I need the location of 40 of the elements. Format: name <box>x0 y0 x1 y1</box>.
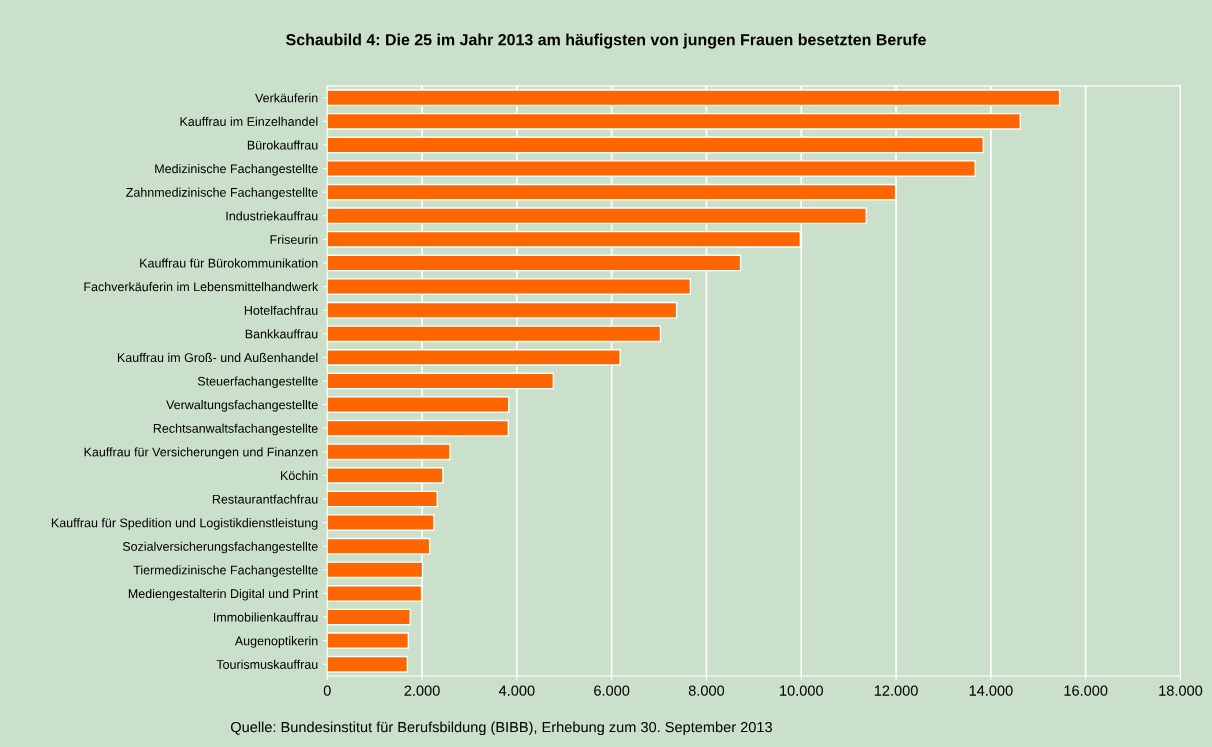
y-tick-label: Kauffrau im Groß- und Außenhandel <box>117 352 318 363</box>
y-tick-label: Verwaltungsfachangestellte <box>166 400 318 412</box>
y-tick-label: Hotelfachfrau <box>244 305 318 315</box>
x-tick-label: 18.000 <box>1159 685 1203 696</box>
y-tick-label: Fachverkäuferin im Lebensmittelhandwerk <box>84 282 319 292</box>
y-tick-label: Köchin <box>281 470 318 481</box>
y-tick-label: Immobilienkauffrau <box>213 612 318 622</box>
x-tick-label: 14.000 <box>969 685 1013 696</box>
x-tick-label: 6.000 <box>594 685 630 696</box>
x-tick-label: 4.000 <box>498 685 535 696</box>
x-tick-label: 10.000 <box>780 685 823 696</box>
y-tick-label: Sozialversicherungsfachangestellte <box>122 541 318 554</box>
y-tick-label: Steuerfachangestellte <box>197 376 318 389</box>
x-tick-label: 0 <box>323 685 331 696</box>
source-note: Quelle: Bundesinstitut für Berufsbildung (BIBB), Erhebung zum 30. September 2013 <box>230 721 772 736</box>
y-tick-label: Zahnmedizinische Fachangestellte <box>126 187 318 200</box>
y-tick-label: Verkäuferin <box>255 93 318 103</box>
y-tick-label: Bürokauffrau <box>247 140 318 150</box>
x-tick-label: 2.000 <box>404 685 440 696</box>
y-tick-label: Kauffrau im Einzelhandel <box>180 116 318 126</box>
y-tick-label: Restaurantfachfrau <box>212 494 318 504</box>
bar <box>327 632 409 649</box>
x-tick-label: 8.000 <box>688 685 725 696</box>
x-tick-label: 12.000 <box>874 685 918 696</box>
bar <box>327 608 411 626</box>
y-tick-label: Kauffrau für Versicherungen und Finanzen <box>84 447 318 459</box>
y-tick-label: Kauffrau für Spedition und Logistikdienstleistung <box>51 518 318 530</box>
x-tick-label: 16.000 <box>1064 685 1108 696</box>
y-tick-label: Friseurin <box>270 234 318 244</box>
y-tick-label: Kauffrau für Bürokommunikation <box>140 258 318 268</box>
y-tick-label: Tiermedizinische Fachangestellte <box>133 565 318 577</box>
y-tick-label: Industriekauffrau <box>226 211 318 221</box>
bar <box>327 655 409 673</box>
y-tick-label: Medizinische Fachangestellte <box>155 163 318 176</box>
y-tick-label: Rechtsanwaltsfachangestellte <box>153 423 318 436</box>
y-tick-label: Augenoptikerin <box>234 636 318 648</box>
y-tick-label: Mediengestalterin Digital und Print <box>128 588 319 601</box>
y-tick-label: Bankkauffrau <box>245 329 318 339</box>
y-tick-label: Tourismuskauffrau <box>216 659 318 669</box>
chart-title: Schaubild 4: Die 25 im Jahr 2013 am häufigsten von jungen Frauen besetzten Berufe <box>286 33 926 49</box>
